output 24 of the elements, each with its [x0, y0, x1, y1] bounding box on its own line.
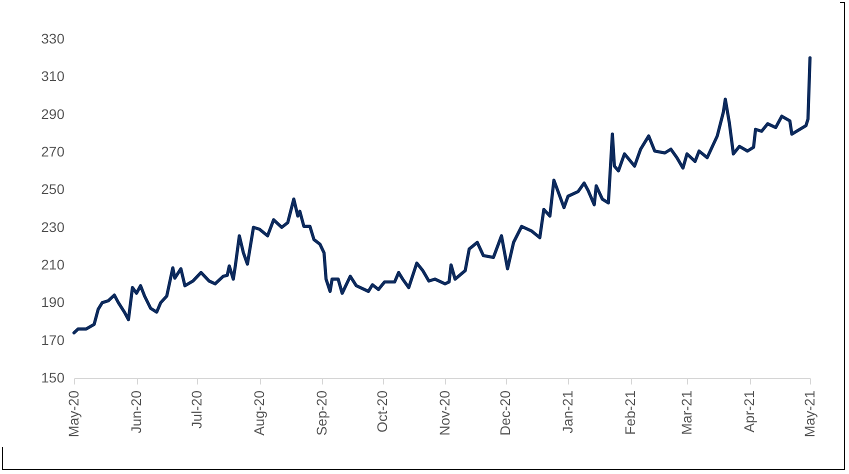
x-tick-label: Sep-20: [314, 390, 330, 436]
y-tick-label: 330: [41, 30, 65, 46]
y-tick-label: 150: [41, 370, 65, 386]
x-tick-label: Mar-21: [678, 390, 694, 435]
y-tick-label: 230: [41, 218, 65, 235]
y-tick-label: 290: [41, 106, 65, 122]
x-tick-label: Nov-20: [436, 390, 453, 436]
y-tick-label: 310: [41, 68, 65, 84]
y-tick-label: 270: [41, 144, 65, 160]
x-tick-label: May-21: [802, 390, 818, 438]
y-tick-label: 190: [41, 294, 65, 310]
x-tick-label: Feb-21: [622, 390, 638, 435]
x-tick-label: Jan-21: [560, 390, 576, 434]
y-tick-label: 210: [41, 256, 65, 272]
line-series: [72, 56, 812, 334]
y-tick-label: 170: [41, 332, 65, 348]
x-tick-label: Jul-20: [188, 390, 205, 429]
y-tick-label: 250: [41, 181, 65, 198]
x-tick-label: Apr-21: [741, 390, 758, 433]
x-tick-label: Aug-20: [251, 390, 268, 436]
x-tick-label: May-20: [66, 390, 82, 438]
x-tick-label: Dec-20: [497, 390, 514, 436]
x-tick-label: Oct-20: [374, 390, 390, 433]
x-tick-label: Jun-20: [128, 390, 144, 434]
